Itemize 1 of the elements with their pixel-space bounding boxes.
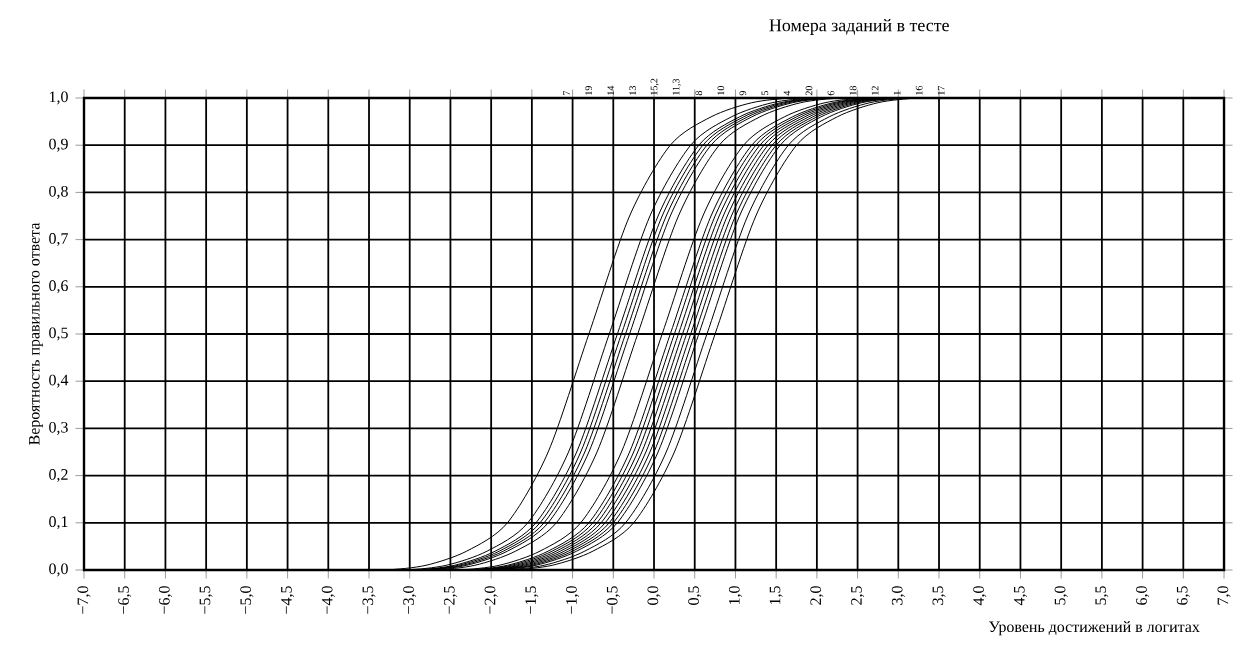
chart-title: Номера заданий в тесте — [769, 18, 949, 35]
